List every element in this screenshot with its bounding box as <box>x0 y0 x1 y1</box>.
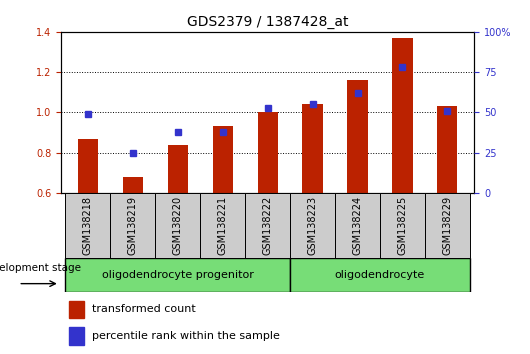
Bar <box>65 258 290 292</box>
Text: GSM138225: GSM138225 <box>398 196 408 255</box>
Text: GSM138224: GSM138224 <box>352 196 363 255</box>
Bar <box>213 126 233 193</box>
Text: development stage: development stage <box>0 263 81 273</box>
Bar <box>258 113 278 193</box>
Text: GSM138218: GSM138218 <box>83 196 93 255</box>
Bar <box>167 144 188 193</box>
Bar <box>69 327 84 345</box>
Bar <box>69 301 84 318</box>
Text: GSM138229: GSM138229 <box>443 196 453 255</box>
Bar <box>200 193 245 258</box>
Text: GSM138221: GSM138221 <box>218 196 228 255</box>
Text: percentile rank within the sample: percentile rank within the sample <box>92 331 280 341</box>
Bar <box>78 138 98 193</box>
Bar <box>437 106 457 193</box>
Bar <box>65 193 110 258</box>
Bar <box>123 177 143 193</box>
Bar <box>290 193 335 258</box>
Text: oligodendrocyte progenitor: oligodendrocyte progenitor <box>102 270 254 280</box>
Text: transformed count: transformed count <box>92 304 196 314</box>
Bar <box>380 193 425 258</box>
Bar <box>290 258 470 292</box>
Text: GSM138222: GSM138222 <box>263 196 272 255</box>
Text: GSM138223: GSM138223 <box>307 196 317 255</box>
Bar <box>245 193 290 258</box>
Bar <box>347 80 368 193</box>
Text: GSM138220: GSM138220 <box>173 196 183 255</box>
Bar <box>392 38 412 193</box>
Bar <box>335 193 380 258</box>
Text: GSM138219: GSM138219 <box>128 196 138 255</box>
Text: oligodendrocyte: oligodendrocyte <box>335 270 425 280</box>
Bar <box>155 193 200 258</box>
Title: GDS2379 / 1387428_at: GDS2379 / 1387428_at <box>187 16 348 29</box>
Bar <box>303 104 323 193</box>
Bar <box>425 193 470 258</box>
Bar <box>110 193 155 258</box>
